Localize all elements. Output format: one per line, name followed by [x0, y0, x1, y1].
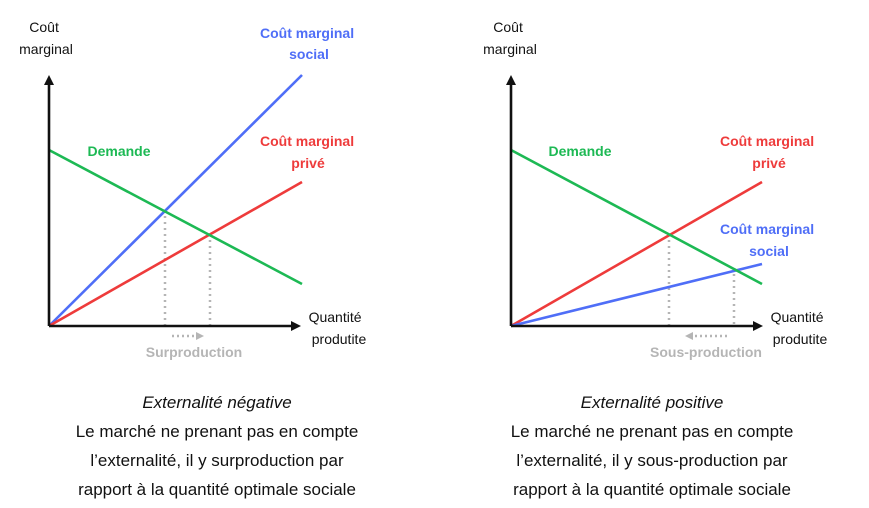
social-cost-label: Coût marginal social	[260, 25, 358, 62]
y-axis-label: Coût marginal	[483, 19, 537, 57]
social-cost-label: Coût marginal social	[720, 221, 818, 259]
social-cost-curve	[48, 74, 303, 327]
panel-positive-externality: Coût marginal Quantité produtite Demande…	[435, 0, 869, 508]
demand-curve	[510, 148, 763, 286]
caption-positive: Externalité positive Le marché ne prenan…	[435, 388, 869, 504]
x-axis-label: Quantité produtite	[771, 309, 828, 347]
private-cost-label: Coût marginal privé	[720, 133, 818, 171]
private-cost-label: Coût marginal privé	[260, 133, 358, 171]
caption-line: l’externalité, il y sous-production par	[516, 451, 788, 470]
diagram-negative-externality: Coût marginal Quantité produtite Demande…	[19, 19, 367, 360]
caption-line: l’externalité, il y surproduction par	[90, 451, 344, 470]
private-cost-curve	[48, 180, 303, 328]
caption-line: Le marché ne prenant pas en compte	[75, 422, 359, 441]
caption-title: Externalité positive	[580, 393, 724, 412]
demand-curve	[48, 148, 303, 286]
caption-title: Externalité négative	[142, 393, 292, 412]
sous-production-label: Sous-production	[650, 344, 762, 360]
panel-negative-externality: Coût marginal Quantité produtite Demande…	[0, 0, 434, 508]
demand-label: Demande	[87, 143, 150, 159]
caption-line: rapport à la quantité optimale sociale	[513, 480, 791, 499]
y-axis-label: Coût marginal	[19, 19, 73, 57]
x-axis-label: Quantité produtite	[309, 309, 367, 347]
surproduction-label: Surproduction	[146, 344, 242, 360]
diagram-positive-externality: Coût marginal Quantité produtite Demande…	[483, 19, 828, 360]
demand-label: Demande	[548, 143, 611, 159]
caption-line: Le marché ne prenant pas en compte	[510, 422, 794, 441]
caption-negative: Externalité négative Le marché ne prenan…	[0, 388, 434, 504]
private-cost-curve	[510, 180, 763, 328]
caption-line: rapport à la quantité optimale sociale	[78, 480, 356, 499]
social-cost-curve	[510, 262, 763, 328]
